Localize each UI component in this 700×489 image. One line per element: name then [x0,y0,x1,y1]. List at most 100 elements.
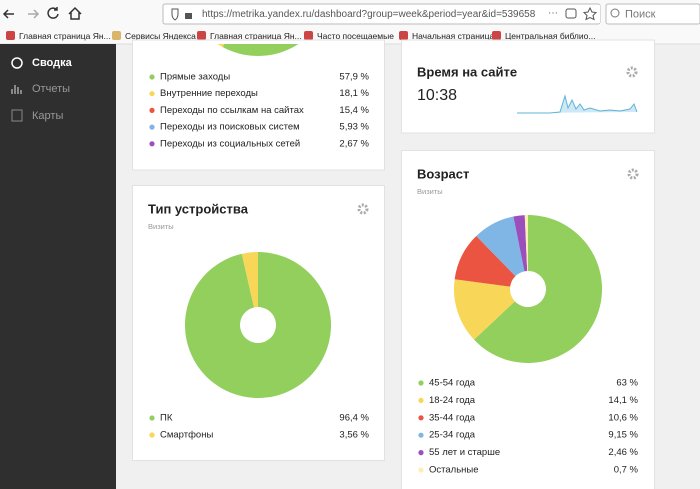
legend-value: 2,67 % [339,138,369,149]
legend-label: 35-44 года [429,412,476,423]
nav-item[interactable]: Сводка [32,57,73,69]
legend-label: Смартфоны [160,430,213,441]
sidebar [0,44,116,489]
search-box[interactable] [605,3,700,25]
legend-dot [418,380,424,386]
pie [217,44,299,56]
time-card [401,39,655,134]
back-button[interactable] [2,9,14,19]
legend-value: 14,1 % [608,395,638,406]
bookmark-icon [304,31,313,40]
pie-slice [476,216,525,277]
bookmark[interactable]: Начальная страница [412,31,495,41]
legend-label: 55 лет и старше [429,447,500,458]
pie [454,215,602,363]
bookmark-icon [197,31,206,40]
reports-icon [11,85,22,94]
legend-dot [418,467,424,473]
legend-dot [149,107,155,113]
pie-slice [513,215,528,272]
bookmark[interactable]: Главная страница Ян... [19,31,111,41]
legend-value: 18,1 % [339,88,369,99]
legend-dot [149,141,155,147]
legend-dot [418,397,424,403]
pocket-icon[interactable] [565,8,577,19]
legend-label: 18-24 года [429,395,476,406]
device-card [132,185,385,461]
legend-value: 0,7 % [614,465,639,476]
legend-value: 15,4 % [339,105,369,116]
bookmark-icon [399,31,408,40]
lock-icon [185,13,192,19]
legend-dot [149,124,155,130]
legend-label: ПК [160,413,173,424]
legend-value: 3,56 % [339,430,369,441]
widget-title: Тип устройства [148,201,249,216]
reload-button[interactable] [47,7,59,19]
legend-label: Переходы из социальных сетей [160,138,300,149]
widget-title: Возраст [417,166,469,181]
bookmark[interactable]: Центральная библио... [505,31,595,41]
widget-subtitle: Визиты [148,222,174,231]
bookmark-icon [492,31,501,40]
summary-icon [11,57,23,69]
pie-slice [454,279,515,340]
url-fade [540,5,600,23]
legend-label: 45-54 года [429,378,476,389]
search-icon [610,8,620,18]
legend-value: 57,9 % [339,72,369,83]
search-placeholder: Поиск [625,8,656,20]
bookmark-icon [6,31,15,40]
nav-item[interactable]: Отчеты [32,83,70,95]
star-icon[interactable] [582,6,598,21]
settings-icon[interactable] [626,66,638,78]
menu-dots[interactable]: ··· [548,8,558,19]
settings-icon[interactable] [627,168,639,180]
legend-value: 9,15 % [608,430,638,441]
bookmark-icon [112,31,121,40]
legend-dot [418,450,424,456]
legend-value: 5,93 % [339,122,369,133]
legend-dot [418,415,424,421]
pie-slice [241,252,258,308]
widget-title: Время на сайте [417,64,517,79]
legend-label: Переходы из поисковых систем [160,122,300,133]
pie-slice [217,44,225,48]
sparkline [517,94,638,114]
legend-dot [418,432,424,438]
home-button[interactable] [68,6,82,20]
bookmark[interactable]: Часто посещаемые [317,31,394,41]
traffic-card [132,39,385,171]
url-text: https://metrika.yandex.ru/dashboard?grou… [202,9,536,20]
pie-slice [454,236,516,287]
legend-value: 96,4 % [339,413,369,424]
shield-icon [171,8,179,21]
widget-subtitle: Визиты [417,187,443,196]
legend-value: 2,46 % [608,447,638,458]
pie-slice [184,252,331,399]
nav-item[interactable]: Карты [32,110,63,122]
settings-icon[interactable] [357,203,369,215]
legend-label: 25-34 года [429,430,476,441]
bookmark[interactable]: Главная страница Ян... [210,31,302,41]
forward-button[interactable] [28,9,40,19]
legend-value: 10,6 % [608,412,638,423]
pie-slice [474,215,602,363]
legend-dot [149,74,155,80]
pie [184,252,331,399]
legend-dot [149,432,155,438]
legend-dot [149,91,155,97]
bookmark[interactable]: Сервисы Яндекса [125,31,196,41]
pie-slice [524,215,528,272]
maps-icon [11,109,23,122]
legend-label: Внутренние переходы [160,88,258,99]
legend-value: 63 % [616,378,638,389]
legend-dot [149,415,155,421]
legend-label: Прямые заходы [160,72,230,83]
legend-label: Остальные [429,465,479,476]
time-value: 10:38 [417,87,457,104]
legend-label: Переходы по ссылкам на сайтах [160,105,304,116]
pie-slice [222,44,299,56]
